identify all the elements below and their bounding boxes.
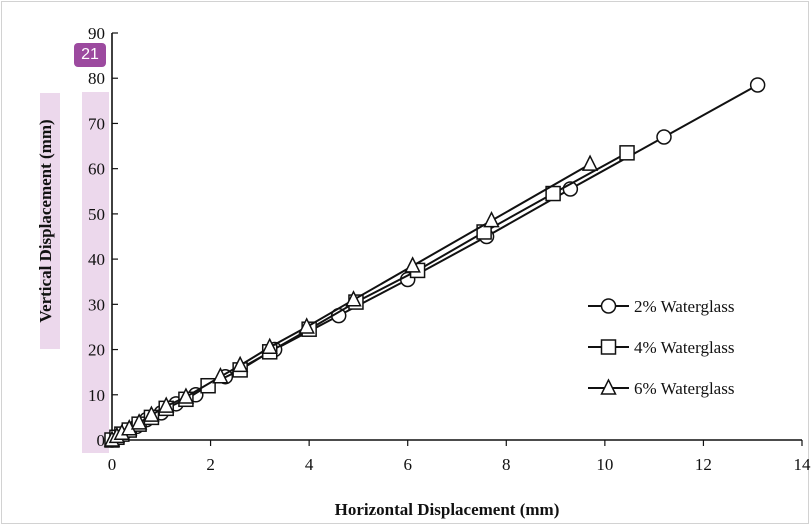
legend-item: 2% Waterglass	[588, 297, 734, 316]
data-point-triangle	[212, 367, 229, 384]
x-tick-label: 4	[305, 455, 314, 474]
data-point-triangle	[158, 396, 175, 413]
data-point-circle	[600, 298, 617, 314]
data-point-triangle	[581, 154, 599, 171]
legend-label: 4% Waterglass	[634, 338, 734, 357]
data-point-triangle	[130, 413, 148, 430]
legend-item: 6% Waterglass	[588, 378, 734, 398]
y-tick-label: 50	[88, 205, 105, 224]
legend-label: 2% Waterglass	[634, 297, 734, 316]
data-point-square	[545, 185, 561, 202]
ylabel-highlight	[40, 93, 60, 349]
x-tick-label: 8	[502, 455, 511, 474]
y-axis-label: Vertical Displacement (mm)	[36, 119, 55, 322]
data-point-triangle	[483, 210, 500, 228]
data-point-square	[600, 339, 617, 355]
data-point-triangle	[345, 290, 362, 307]
x-tick-label: 12	[695, 455, 712, 474]
axes: 0 10 20 30 40 50 60 70 80 90 0 2 4 6 8 10 12 14	[88, 24, 811, 474]
series-triangle	[103, 154, 599, 447]
legend-label: 6% Waterglass	[634, 379, 734, 398]
y-tick-label: 80	[88, 69, 105, 88]
series-layer	[103, 77, 766, 448]
data-point-square	[619, 145, 635, 161]
y-tick-label: 10	[88, 386, 105, 405]
x-tick-label: 14	[794, 455, 812, 474]
legend: 2% Waterglass 4% Waterglass 6% Waterglass	[588, 297, 734, 398]
y-tick-label: 20	[88, 341, 105, 360]
y-tick-label: 40	[88, 250, 105, 269]
y-tick-label: 70	[88, 114, 105, 133]
y-tick-label: 90	[88, 24, 105, 43]
data-point-circle	[749, 77, 766, 93]
x-tick-label: 2	[206, 455, 215, 474]
data-point-circle	[656, 129, 672, 145]
x-axis-label: Horizontal Displacement (mm)	[335, 500, 560, 519]
x-tick-label: 6	[403, 455, 412, 474]
legend-item: 4% Waterglass	[588, 338, 734, 357]
data-point-triangle	[177, 387, 195, 404]
data-point-triangle	[231, 355, 249, 373]
y-tick-label: 0	[97, 431, 106, 450]
data-point-triangle	[298, 317, 315, 334]
y-tick-label: 60	[88, 160, 105, 179]
data-point-triangle	[404, 256, 421, 273]
data-point-triangle	[261, 337, 278, 355]
data-point-triangle	[143, 405, 160, 422]
x-tick-label: 0	[108, 455, 117, 474]
x-tick-label: 10	[596, 455, 613, 474]
annotation-badge: 21	[74, 43, 106, 67]
y-tick-label: 30	[88, 295, 105, 314]
ytick-highlight	[82, 92, 109, 453]
data-point-triangle	[600, 378, 617, 395]
